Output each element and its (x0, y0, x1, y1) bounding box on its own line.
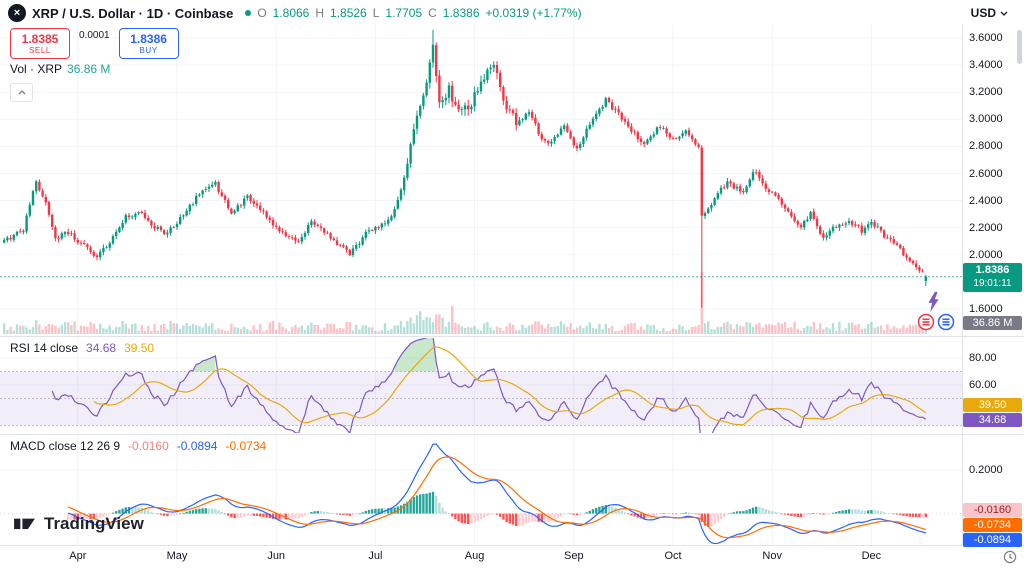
rsi-ma-value: 39.50 (124, 341, 155, 355)
time-axis-label: Aug (464, 550, 485, 562)
time-axis-label: Apr (69, 550, 87, 562)
sell-label: SELL (29, 45, 51, 55)
buy-label: BUY (139, 45, 158, 55)
price-axis-label: 3.6000 (969, 32, 1003, 44)
time-axis-label: Sep (564, 550, 584, 562)
sell-price: 1.8385 (21, 31, 59, 46)
market-status-dot (245, 10, 252, 16)
trade-panel: 1.8385 SELL 0.0001 1.8386 BUY (10, 28, 179, 59)
sell-button[interactable]: 1.8385 SELL (10, 28, 70, 59)
price-axis-label: 3.2000 (969, 86, 1003, 99)
volume-badge: 36.86 M (963, 316, 1022, 330)
currency-label: USD (970, 6, 996, 20)
chevron-down-icon (1000, 11, 1008, 16)
symbol-title[interactable]: XRP / U.S. Dollar · 1D · Coinbase (32, 5, 234, 21)
macd-signal-badge: -0.0734 (963, 518, 1022, 532)
ohlc-high-value: 1.8526 (330, 6, 367, 20)
xrp-logo-icon: × (8, 4, 26, 22)
volume-value: 36.86 M (67, 62, 111, 76)
ohlc-close-value: 1.8386 (442, 6, 480, 20)
price-axis-separator (962, 24, 963, 545)
price-axis-label: 2.0000 (969, 248, 1003, 261)
macd-signal-value: -0.0734 (225, 439, 267, 453)
macd-axis-label: 0.2000 (969, 464, 1003, 476)
scrollbar[interactable] (1017, 30, 1022, 64)
pane-separator[interactable] (0, 434, 1024, 435)
tradingview-logo[interactable]: TradingView (12, 511, 144, 536)
rsi-title[interactable]: RSI 14 close (10, 341, 79, 355)
pane-separator[interactable] (0, 336, 1024, 337)
ohlc-change: +0.0319 (+1.77%) (485, 6, 582, 20)
price-axis-label: 1.6000 (969, 303, 1003, 315)
time-axis-label: Oct (664, 550, 682, 562)
ohlc-close-label: C (428, 6, 437, 20)
ohlc-open-value: 1.8066 (272, 6, 310, 20)
price-axis-label: 2.6000 (969, 167, 1003, 180)
buy-button[interactable]: 1.8386 BUY (118, 28, 179, 59)
buy-price: 1.8386 (130, 31, 167, 46)
rsi-header: RSI 14 close 34.68 39.50 (10, 341, 154, 355)
price-axis-label: 2.2000 (969, 221, 1003, 234)
time-axis-label: Jul (368, 550, 383, 562)
tradingview-logo-text: TradingView (44, 513, 144, 533)
time-axis-separator (0, 545, 1024, 546)
price-axis-label: 3.4000 (969, 59, 1003, 72)
time-axis-label: Dec (861, 550, 882, 562)
flag-icon-red[interactable] (917, 313, 935, 336)
time-axis-label: Jun (267, 550, 286, 562)
macd-line-value: -0.0894 (176, 439, 218, 453)
macd-line-badge: -0.0894 (963, 533, 1022, 547)
flag-icon-blue[interactable] (937, 313, 955, 336)
rsi-badge: 34.68 (963, 413, 1022, 427)
ohlc-low-label: L (372, 6, 380, 20)
last-price: 1.8386 (975, 264, 1010, 276)
ohlc-low-value: 1.7705 (385, 6, 423, 20)
rsi-axis-label: 80.00 (969, 352, 997, 364)
ohlc-high-label: H (315, 6, 325, 20)
time-axis-label: Nov (762, 550, 782, 562)
clock-icon[interactable] (1003, 550, 1017, 568)
lightning-icon[interactable] (924, 291, 942, 318)
currency-button[interactable]: USD (971, 6, 1008, 20)
tradingview-logo-icon (14, 518, 35, 530)
collapse-panel-button[interactable] (10, 83, 33, 102)
macd-title[interactable]: MACD close 12 26 9 (10, 439, 121, 453)
macd-header: MACD close 12 26 9 -0.0160 -0.0894 -0.07… (10, 439, 266, 453)
volume-label: Vol · XRP (10, 62, 63, 76)
macd-hist-badge: -0.0160 (963, 503, 1022, 517)
spread-value: 0.0001 (79, 30, 110, 41)
price-axis-label: 2.8000 (969, 140, 1003, 153)
rsi-value: 34.68 (86, 341, 117, 355)
rsi-axis-label: 60.00 (969, 379, 997, 391)
ohlc-open-label: O (257, 6, 267, 20)
price-axis-label: 3.0000 (969, 113, 1003, 126)
macd-hist-value: -0.0160 (128, 439, 169, 453)
time-axis-label: May (166, 550, 188, 562)
chevron-up-icon (18, 90, 25, 95)
volume-legend: Vol · XRP 36.86 M (10, 62, 110, 76)
rsi-ma-badge: 39.50 (963, 398, 1022, 412)
last-price-badge: 1.8386 19:01:11 (963, 263, 1022, 292)
price-axis-label: 2.4000 (969, 194, 1003, 207)
chart-header: × XRP / U.S. Dollar · 1D · Coinbase O 1.… (8, 4, 582, 22)
countdown-timer: 19:01:11 (973, 278, 1012, 289)
